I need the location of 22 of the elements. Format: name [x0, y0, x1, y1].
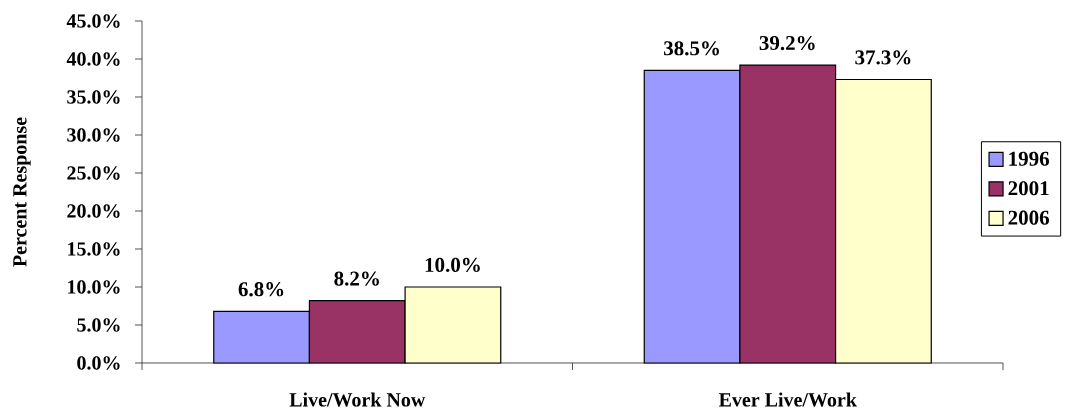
data-label: 8.2% [334, 271, 379, 286]
y-tick-label: 45.0% [66, 14, 120, 28]
y-tick-label: 5.0% [77, 318, 120, 332]
y-tick-label: 20.0% [67, 204, 120, 218]
y-tick-label: 40.0% [66, 52, 120, 66]
legend-label: 2001 [1008, 181, 1049, 196]
y-tick-label: 15.0% [68, 242, 120, 256]
y-tick-label: 35.0% [67, 90, 120, 104]
data-label: 38.5% [663, 41, 719, 56]
legend-label: 2006 [1008, 210, 1050, 225]
y-tick-label: 0.0% [77, 356, 120, 370]
x-tick-label: Live/Work Now [289, 392, 426, 407]
y-axis-title: Percent Response [13, 117, 31, 267]
x-tick-label: Ever Live/Work [718, 392, 857, 407]
data-label: 10.0% [425, 257, 480, 273]
y-tick-label: 25.0% [67, 166, 120, 180]
data-label: 39.2% [759, 35, 815, 51]
y-tick-label: 10.0% [68, 280, 120, 294]
y-tick-label: 30.0% [67, 128, 120, 142]
data-label: 6.8% [238, 282, 284, 297]
legend-label: 1996 [1009, 151, 1050, 166]
data-label: 37.3% [855, 50, 911, 65]
